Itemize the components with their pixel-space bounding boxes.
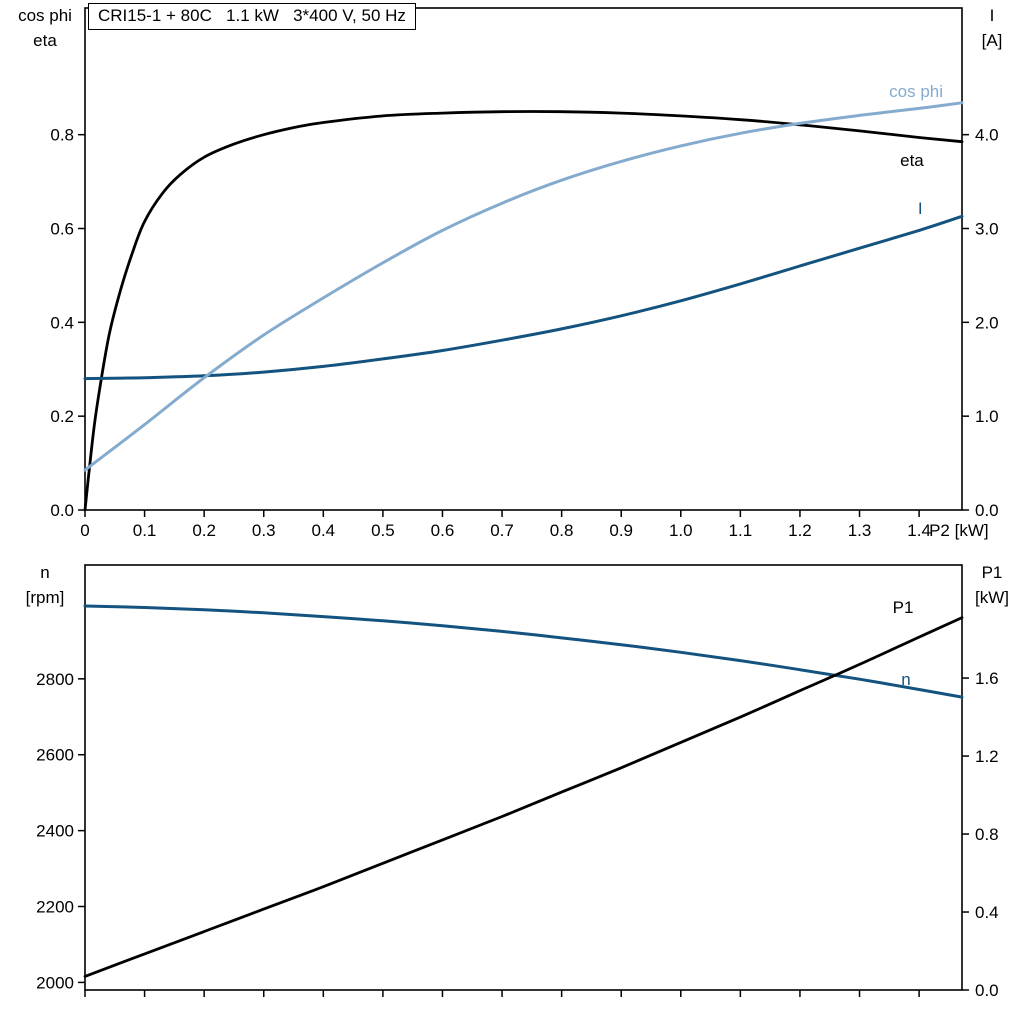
- curve-p1: [83, 616, 964, 978]
- motor-top-x-tick-label: 0.5: [371, 521, 395, 540]
- x-axis-unit-label: P2 [kW]: [929, 521, 989, 540]
- curve-label-speed: n: [901, 670, 910, 689]
- motor-top-x-tick-label: 1.1: [729, 521, 753, 540]
- motor-top-left-tick-label: 0.6: [50, 220, 74, 239]
- motor-top-x-tick-label: 0.4: [311, 521, 335, 540]
- motor-top-x-tick-label: 0.8: [550, 521, 574, 540]
- motor-top-left-tick-label: 0.0: [50, 501, 74, 520]
- motor-bottom-left-axis-title: [rpm]: [26, 588, 65, 607]
- motor-top-x-tick-label: 0.2: [192, 521, 216, 540]
- motor-top-x-tick-label: 1.3: [848, 521, 872, 540]
- motor-top-left-axis-title: cos phi: [18, 6, 72, 25]
- motor-top-x-tick-label: 0.1: [133, 521, 157, 540]
- motor-bottom-left-tick-label: 2400: [36, 822, 74, 841]
- curve-label-eta: eta: [900, 151, 924, 170]
- motor-top-x-tick-label: 0.7: [490, 521, 514, 540]
- motor-bottom-left-tick-label: 2200: [36, 898, 74, 917]
- curve-cos-phi: [83, 101, 964, 472]
- curve-speed: [83, 604, 964, 699]
- motor-bottom-right-tick-label: 1.6: [975, 669, 999, 688]
- motor-top-right-axis-title: [A]: [982, 31, 1003, 50]
- motor-bottom-left-tick-label: 2000: [36, 973, 74, 992]
- curve-current: [83, 214, 964, 381]
- motor-bottom-left-axis-title: n: [40, 563, 49, 582]
- motor-top-x-tick-label: 0.6: [431, 521, 455, 540]
- motor-top-right-tick-label: 0.0: [975, 501, 999, 520]
- motor-top-plot-border: [84, 7, 963, 511]
- motor-top-x-tick-label: 1.2: [788, 521, 812, 540]
- motor-top-x-tick-label: 0: [80, 521, 89, 540]
- motor-bottom-plot-border: [84, 564, 963, 991]
- motor-top-right-tick-label: 3.0: [975, 220, 999, 239]
- curve-label-current: I: [918, 199, 923, 218]
- motor-top-right-tick-label: 1.0: [975, 407, 999, 426]
- motor-top-left-axis-title: eta: [33, 31, 57, 50]
- motor-top-right-tick-label: 4.0: [975, 126, 999, 145]
- chart-title-box: CRI15-1 + 80C 1.1 kW 3*400 V, 50 Hz: [88, 3, 416, 30]
- motor-top-right-tick-label: 2.0: [975, 313, 999, 332]
- motor-bottom-right-axis-title: [kW]: [975, 588, 1009, 607]
- motor-bottom-right-tick-label: 0.0: [975, 981, 999, 1000]
- curve-eta: [83, 110, 964, 512]
- motor-top-x-tick-label: 1.0: [669, 521, 693, 540]
- motor-top-left-tick-label: 0.4: [50, 313, 74, 332]
- motor-top-left-tick-label: 0.2: [50, 407, 74, 426]
- motor-bottom-right-tick-label: 1.2: [975, 747, 999, 766]
- motor-bottom-right-tick-label: 0.8: [975, 825, 999, 844]
- motor-bottom-right-tick-label: 0.4: [975, 903, 999, 922]
- motor-bottom-left-tick-label: 2800: [36, 670, 74, 689]
- chart-title: CRI15-1 + 80C 1.1 kW 3*400 V, 50 Hz: [98, 6, 406, 25]
- motor-top-x-tick-label: 0.3: [252, 521, 276, 540]
- curve-label-p1: P1: [893, 598, 914, 617]
- motor-top-left-tick-label: 0.8: [50, 126, 74, 145]
- motor-top-right-axis-title: I: [990, 6, 995, 25]
- motor-bottom-right-axis-title: P1: [982, 563, 1003, 582]
- motor-bottom-left-tick-label: 2600: [36, 746, 74, 765]
- motor-top-x-tick-label: 1.4: [907, 521, 931, 540]
- motor-top-x-tick-label: 0.9: [609, 521, 633, 540]
- curve-label-cos-phi: cos phi: [889, 82, 943, 101]
